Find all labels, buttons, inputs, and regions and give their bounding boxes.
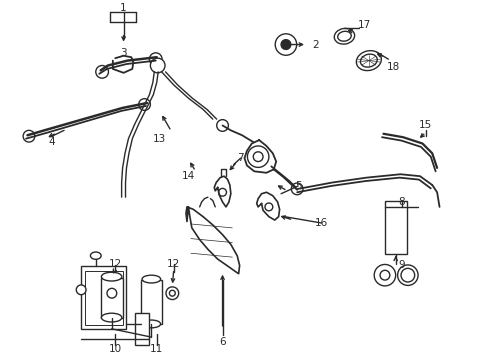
Text: 17: 17 bbox=[357, 20, 370, 30]
Ellipse shape bbox=[337, 31, 350, 41]
Circle shape bbox=[150, 58, 164, 73]
Circle shape bbox=[218, 188, 226, 196]
Bar bbox=[384, 201, 406, 254]
Circle shape bbox=[96, 66, 108, 78]
Text: 14: 14 bbox=[182, 171, 195, 181]
Text: 10: 10 bbox=[108, 344, 122, 354]
Bar bbox=[81, 266, 126, 329]
Ellipse shape bbox=[142, 275, 160, 283]
Ellipse shape bbox=[356, 51, 381, 71]
Text: 6: 6 bbox=[219, 337, 225, 347]
Text: 12: 12 bbox=[108, 259, 122, 269]
Ellipse shape bbox=[90, 252, 101, 259]
Circle shape bbox=[149, 53, 162, 66]
Circle shape bbox=[107, 288, 117, 298]
Circle shape bbox=[216, 120, 228, 131]
Ellipse shape bbox=[360, 54, 376, 67]
Text: 4: 4 bbox=[48, 137, 55, 147]
Circle shape bbox=[379, 270, 389, 280]
Circle shape bbox=[23, 130, 35, 142]
Circle shape bbox=[264, 203, 272, 211]
Bar bbox=[141, 280, 161, 324]
Text: 1: 1 bbox=[120, 3, 126, 13]
Circle shape bbox=[247, 146, 268, 167]
Ellipse shape bbox=[142, 320, 160, 328]
Text: 3: 3 bbox=[120, 48, 126, 58]
Ellipse shape bbox=[397, 265, 417, 285]
Text: 15: 15 bbox=[418, 121, 431, 130]
Circle shape bbox=[169, 290, 175, 296]
Bar bbox=[101, 278, 122, 318]
Text: 5: 5 bbox=[294, 181, 301, 191]
Circle shape bbox=[76, 285, 86, 295]
Circle shape bbox=[253, 152, 263, 162]
Text: 11: 11 bbox=[150, 344, 163, 354]
Circle shape bbox=[139, 99, 150, 111]
Circle shape bbox=[275, 34, 296, 55]
Text: 12: 12 bbox=[167, 259, 180, 269]
Bar bbox=[84, 271, 122, 325]
Text: 18: 18 bbox=[386, 62, 399, 72]
Circle shape bbox=[165, 287, 178, 300]
Ellipse shape bbox=[101, 272, 122, 281]
Text: 16: 16 bbox=[314, 218, 327, 228]
Text: 9: 9 bbox=[397, 260, 404, 270]
Text: 2: 2 bbox=[311, 40, 318, 50]
Circle shape bbox=[373, 265, 395, 286]
Ellipse shape bbox=[101, 313, 122, 322]
Text: 8: 8 bbox=[397, 197, 404, 207]
Text: 7: 7 bbox=[237, 153, 244, 163]
Bar bbox=[135, 313, 149, 345]
Ellipse shape bbox=[334, 28, 354, 44]
Circle shape bbox=[281, 40, 290, 49]
Circle shape bbox=[400, 268, 414, 282]
Circle shape bbox=[291, 183, 303, 195]
Text: 13: 13 bbox=[152, 134, 165, 144]
